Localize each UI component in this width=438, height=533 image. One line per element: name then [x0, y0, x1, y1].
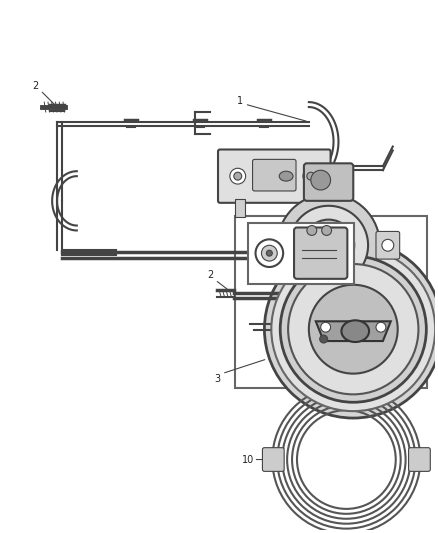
Circle shape: [230, 168, 246, 184]
Circle shape: [321, 322, 331, 332]
Circle shape: [307, 225, 317, 236]
Circle shape: [261, 245, 277, 261]
FancyBboxPatch shape: [409, 448, 430, 471]
Circle shape: [321, 225, 332, 236]
Circle shape: [280, 256, 426, 402]
Circle shape: [376, 322, 386, 332]
Bar: [247, 223, 354, 284]
Circle shape: [265, 240, 438, 418]
Text: 1: 1: [237, 96, 243, 106]
Text: 7: 7: [392, 251, 398, 261]
Polygon shape: [316, 321, 391, 341]
Text: 3: 3: [214, 374, 220, 384]
Ellipse shape: [342, 320, 369, 342]
Text: 2: 2: [32, 82, 39, 91]
Text: 8: 8: [264, 255, 270, 265]
Circle shape: [309, 285, 398, 374]
Circle shape: [307, 172, 315, 180]
FancyBboxPatch shape: [253, 159, 296, 191]
Ellipse shape: [279, 171, 293, 181]
Circle shape: [263, 239, 275, 251]
Circle shape: [289, 206, 368, 285]
Circle shape: [234, 172, 242, 180]
Circle shape: [271, 247, 435, 411]
FancyBboxPatch shape: [304, 163, 353, 201]
Circle shape: [317, 233, 340, 257]
FancyBboxPatch shape: [294, 228, 347, 279]
Bar: [235, 216, 427, 389]
Text: 10: 10: [241, 455, 254, 465]
FancyBboxPatch shape: [258, 231, 281, 259]
Circle shape: [320, 335, 328, 343]
Bar: [304, 199, 314, 216]
Text: 5: 5: [273, 229, 279, 239]
Circle shape: [288, 264, 418, 394]
FancyBboxPatch shape: [262, 448, 284, 471]
Circle shape: [303, 220, 354, 271]
Circle shape: [277, 194, 380, 296]
FancyBboxPatch shape: [376, 231, 400, 259]
Bar: [235, 199, 245, 216]
Circle shape: [279, 260, 289, 270]
Circle shape: [255, 239, 283, 267]
Text: 4: 4: [378, 266, 384, 276]
Circle shape: [303, 168, 319, 184]
Circle shape: [266, 250, 272, 256]
Text: 6: 6: [402, 322, 408, 332]
Text: 2: 2: [207, 270, 213, 280]
FancyBboxPatch shape: [218, 149, 331, 203]
Circle shape: [382, 239, 394, 251]
Text: 9: 9: [347, 184, 353, 194]
Circle shape: [311, 170, 331, 190]
